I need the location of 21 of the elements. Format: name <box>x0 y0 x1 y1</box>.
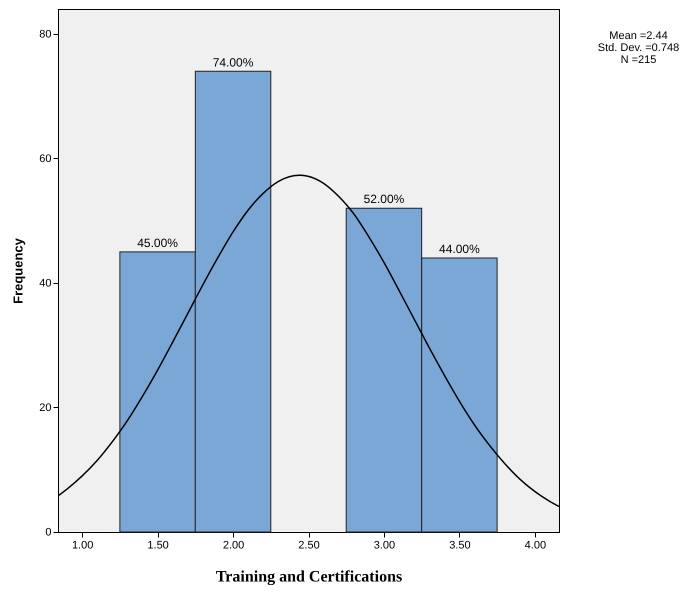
data-label: 44.00% <box>439 242 480 256</box>
y-tick-label: 20 <box>39 402 52 414</box>
x-tick-label: 3.50 <box>449 540 471 552</box>
y-tick-label: 80 <box>39 28 52 40</box>
y-axis-title: Frequency <box>10 237 26 304</box>
y-tick-label: 60 <box>39 152 52 165</box>
text: Std. Dev. =0.748 <box>596 42 680 54</box>
x-tick-label: 4.00 <box>524 540 546 552</box>
y-tick-label: 0 <box>45 526 52 538</box>
x-tick-label: 2.00 <box>222 540 244 552</box>
data-label: 52.00% <box>364 192 405 206</box>
data-label: 74.00% <box>212 55 254 70</box>
data-label: 45.00% <box>137 236 178 250</box>
x-tick-label: 3.00 <box>374 540 396 552</box>
x-tick-label: 2.50 <box>298 540 320 552</box>
y-tick-label: 40 <box>39 277 52 290</box>
x-axis-title: Training and Certifications <box>216 568 402 586</box>
x-tick-label: 1.00 <box>72 540 94 552</box>
text: Mean =2.44 <box>608 30 669 42</box>
x-tick-label: 1.50 <box>147 540 169 552</box>
text: N =215 <box>620 54 658 66</box>
